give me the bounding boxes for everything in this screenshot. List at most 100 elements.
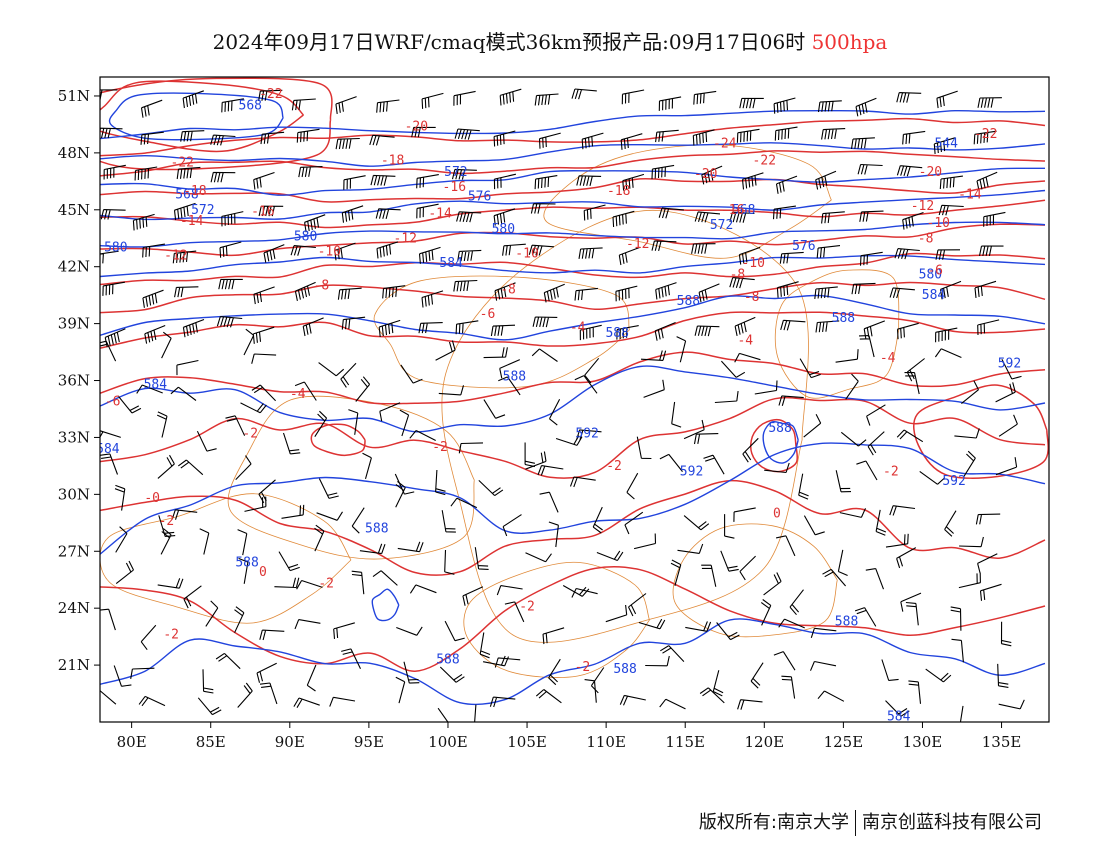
wind-barb [739, 97, 764, 109]
wind-barb [100, 430, 121, 439]
wind-barb [395, 676, 406, 704]
wind-barb [369, 134, 395, 146]
wind-barb [100, 340, 117, 362]
wind-barb [997, 663, 1009, 688]
temperature-contour-label: -20 [919, 165, 942, 180]
wind-barb [973, 130, 997, 145]
wind-barb [496, 585, 523, 596]
wind-barb [234, 606, 245, 633]
wind-barb [418, 246, 441, 264]
chart-title: 2024年09月17日WRF/cmaq模式36km预报产品:09月17日06时 … [0, 26, 1100, 55]
geopotential-isoline [100, 167, 1046, 196]
wind-barb [840, 431, 867, 447]
height-contour-label: 584 [144, 377, 168, 392]
wind-barb [379, 402, 401, 422]
wind-barb [102, 281, 125, 296]
wind-barb [493, 208, 516, 226]
wind-barb [729, 211, 755, 223]
temperature-contour-label: -12 [911, 199, 934, 214]
temperature-contour-label: -6 [927, 264, 943, 279]
lat-tick-label: 36N [58, 372, 90, 390]
wind-barb [821, 211, 845, 224]
wind-barb [963, 450, 976, 478]
wind-barb [549, 398, 561, 426]
wind-barb [202, 669, 214, 694]
wind-barb [182, 318, 205, 338]
wind-barb [906, 358, 925, 382]
wind-barb [933, 137, 956, 154]
wind-barb [579, 324, 602, 341]
height-contour-label: 584 [922, 288, 946, 303]
longitude-axis: 80E 85E 90E 95E 100E 105E 110E 115E 120E 125E 130E… [117, 722, 1022, 751]
wind-barb [683, 419, 705, 440]
wind-barb [851, 282, 876, 295]
wind-barb [789, 589, 804, 616]
wind-barb [654, 321, 676, 341]
wind-barb [132, 213, 155, 231]
wind-barb [215, 652, 241, 670]
height-contour-label: 592 [575, 427, 598, 442]
wind-barb [240, 402, 267, 414]
lon-tick-label: 100E [428, 733, 468, 751]
lon-tick-label: 105E [507, 733, 547, 751]
wind-barb [296, 579, 323, 590]
wind-barb [298, 166, 323, 178]
wind-barb [701, 564, 717, 587]
wind-barb [703, 454, 725, 475]
lon-tick-label: 135E [982, 733, 1022, 751]
wind-barb [502, 243, 526, 256]
wind-barb [574, 375, 598, 394]
wind-barb [416, 203, 439, 219]
wind-barb [729, 277, 755, 289]
height-contour-label: 588 [235, 556, 258, 571]
wind-barb [457, 249, 482, 262]
wind-barb [318, 478, 339, 499]
wind-barb [902, 211, 924, 230]
geopotential-isoline [100, 221, 1046, 248]
wind-barb [837, 549, 848, 577]
wind-barb [252, 326, 275, 344]
wind-barb [658, 96, 682, 111]
wind-barb [724, 514, 735, 539]
wind-barb [343, 175, 366, 190]
temperature-contour-label: -12 [626, 237, 649, 252]
lon-tick-label: 120E [745, 733, 785, 751]
wind-barb [938, 204, 964, 216]
lon-tick-label: 90E [275, 733, 305, 751]
lon-tick-label: 115E [665, 733, 705, 751]
wind-barb [750, 662, 764, 689]
wind-barb [738, 246, 761, 265]
lat-tick-label: 42N [58, 258, 90, 276]
wind-barb [341, 316, 366, 330]
temperature-contour-label: -2 [163, 628, 179, 643]
temperature-contour-label: -22 [753, 153, 776, 168]
wind-barb [978, 245, 1004, 257]
temperature-contour-label: -14 [958, 188, 982, 203]
wind-barb [605, 604, 628, 623]
wind-barb [451, 168, 477, 180]
lat-tick-label: 24N [58, 599, 90, 617]
wind-barb [435, 340, 456, 361]
wind-barb [100, 209, 126, 220]
wind-barb [304, 214, 326, 233]
wind-barb [532, 316, 558, 328]
wind-barb [859, 251, 883, 266]
wind-barb [810, 627, 837, 638]
wind-barb [221, 211, 244, 227]
wind-barb [774, 126, 798, 141]
height-contour-label: 576 [792, 239, 815, 254]
boundary-line [227, 395, 475, 560]
wind-barb [919, 470, 946, 485]
wind-barb [701, 165, 723, 185]
wind-barb [857, 163, 883, 175]
wind-barb [531, 348, 558, 362]
wind-barb [438, 385, 465, 396]
temperature-contour-label: -10 [741, 256, 764, 271]
temperature-contour-label: -12 [164, 248, 187, 263]
wind-barb [694, 325, 720, 337]
wind-barb [775, 535, 796, 557]
temperature-isotherm [100, 281, 1046, 314]
temperature-isotherm [100, 351, 1046, 405]
wind-barb [939, 175, 963, 190]
wind-barb [456, 211, 482, 223]
